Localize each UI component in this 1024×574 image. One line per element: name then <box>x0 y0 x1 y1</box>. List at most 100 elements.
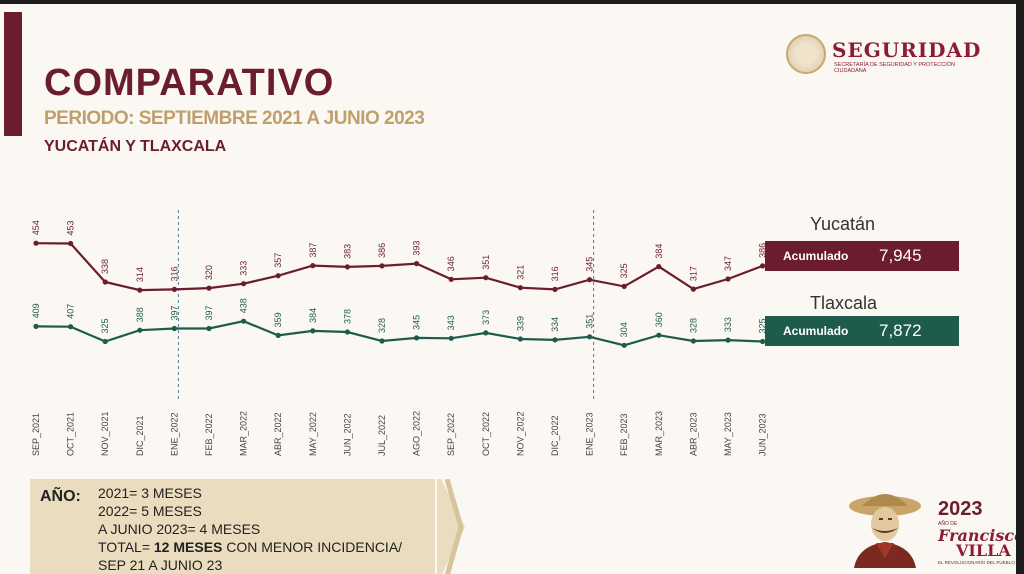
data-point <box>68 324 74 330</box>
data-point <box>621 283 627 289</box>
accumulated-label: Acumulado <box>783 249 849 263</box>
data-label: 360 <box>654 312 664 327</box>
data-point <box>483 275 489 281</box>
data-point <box>206 285 212 291</box>
line-chart: 454 453 338 314 316 320 333 357 387 383 386 393 346 3… <box>31 210 768 456</box>
x-tick-label: JUN_2023 <box>758 413 768 456</box>
data-label: 325 <box>100 318 110 333</box>
villa-year: 2023 <box>938 498 983 520</box>
note-line: 2022= 5 MESES <box>98 503 202 519</box>
data-point <box>587 334 593 340</box>
accent-bar <box>4 12 22 136</box>
data-point <box>552 286 558 292</box>
x-tick-label: ABR_2023 <box>688 412 698 456</box>
national-seal-icon <box>786 34 826 74</box>
data-point <box>241 281 247 287</box>
data-label: 351 <box>481 255 491 270</box>
data-label: 346 <box>446 256 456 271</box>
villa-subtitle: AÑO DE <box>938 521 958 527</box>
data-point <box>725 276 731 282</box>
data-point <box>275 332 281 338</box>
data-point <box>448 276 454 282</box>
data-label: 373 <box>481 310 491 325</box>
x-tick-label: MAY_2022 <box>308 412 318 456</box>
x-tick-label: JUN_2022 <box>342 413 352 456</box>
data-label: 453 <box>66 220 76 235</box>
data-point <box>414 261 420 267</box>
x-tick-label: OCT_2022 <box>481 412 491 456</box>
x-tick-label: DIC_2021 <box>135 415 145 456</box>
data-label: 345 <box>412 315 422 330</box>
data-point <box>137 327 143 333</box>
data-point <box>690 338 697 344</box>
states-subtitle: YUCATÁN Y TLAXCALA <box>44 138 227 155</box>
data-label: 388 <box>135 307 145 322</box>
data-label: 454 <box>31 220 41 235</box>
data-point <box>206 325 212 332</box>
data-point <box>310 328 316 334</box>
series-line-0 <box>35 242 763 292</box>
data-point <box>310 263 316 269</box>
note-total-bold: 12 MESES <box>153 539 223 555</box>
data-label: 304 <box>619 322 629 337</box>
data-label: 397 <box>169 305 179 320</box>
note-total-prefix: TOTAL= <box>98 539 154 555</box>
x-tick-label: FEB_2022 <box>204 413 214 456</box>
villa-tagline: EL REVOLUCIONARIO DEL PUEBLO <box>938 560 1015 565</box>
x-tick-label: MAY_2023 <box>723 412 733 456</box>
data-label: 333 <box>239 261 249 276</box>
x-tick-label: OCT_2021 <box>66 412 76 456</box>
data-label: 438 <box>239 298 249 313</box>
data-label: 343 <box>446 315 456 330</box>
data-label: 338 <box>100 259 110 274</box>
data-label: 334 <box>550 317 560 332</box>
data-point <box>102 279 108 285</box>
data-point <box>414 335 420 341</box>
data-point <box>33 240 39 246</box>
data-label: 316 <box>550 266 560 281</box>
data-point <box>517 285 524 291</box>
data-label: 386 <box>758 243 768 258</box>
data-point <box>171 286 177 292</box>
data-label: 351 <box>585 314 595 329</box>
logo-subtitle: SECRETARÍA DE SEGURIDAD Y PROTECCIÓN CIU… <box>834 62 956 74</box>
period-subtitle: PERIODO: SEPTIEMBRE 2021 A JUNIO 2023 <box>44 108 425 129</box>
x-tick-label: AGO_2022 <box>412 411 422 456</box>
data-label: 384 <box>308 308 318 323</box>
logo-name: SEGURIDAD <box>832 38 982 62</box>
data-point <box>483 330 489 336</box>
accumulated-box-tlaxcala: Acumulado 7,872 <box>765 316 959 346</box>
data-label: 317 <box>688 266 698 281</box>
slide: COMPARATIVO PERIODO: SEPTIEMBRE 2021 A J… <box>0 4 1016 574</box>
x-tick-label: SEP_2022 <box>446 413 456 456</box>
data-point <box>33 323 39 329</box>
data-point <box>517 336 524 342</box>
data-label: 345 <box>585 257 595 272</box>
x-tick-label: ABR_2022 <box>273 412 283 456</box>
data-point <box>171 325 177 332</box>
villa-name-first: Francisco <box>938 526 1016 545</box>
data-point <box>587 277 593 283</box>
data-point <box>656 332 662 338</box>
data-label: 397 <box>204 305 214 320</box>
x-tick-label: DIC_2022 <box>550 415 560 456</box>
notes-arrow-icon <box>437 479 465 574</box>
notes-lines: 2021= 3 MESES 2022= 5 MESES A JUNIO 2023… <box>98 484 402 574</box>
data-point <box>275 273 281 279</box>
data-point <box>448 335 454 341</box>
data-point <box>68 240 74 247</box>
x-tick-label: FEB_2023 <box>619 413 629 456</box>
x-tick-label: ENE_2022 <box>169 412 179 456</box>
villa-portrait-icon <box>849 494 921 568</box>
data-label: 333 <box>723 317 733 332</box>
data-point <box>137 287 143 293</box>
data-label: 325 <box>619 263 629 278</box>
villa-2023-logo: 2023 AÑO DE Francisco VILLA EL REVOLUCIO… <box>846 484 1016 574</box>
x-tick-label: MAR_2022 <box>239 411 249 456</box>
accumulated-value: 7,872 <box>879 321 922 340</box>
data-label: 316 <box>169 266 179 281</box>
series-label-yucatan: Yucatán <box>810 214 876 234</box>
x-tick-label: MAR_2023 <box>654 411 664 456</box>
data-point <box>379 263 385 269</box>
x-tick-label: JUL_2022 <box>377 415 387 456</box>
